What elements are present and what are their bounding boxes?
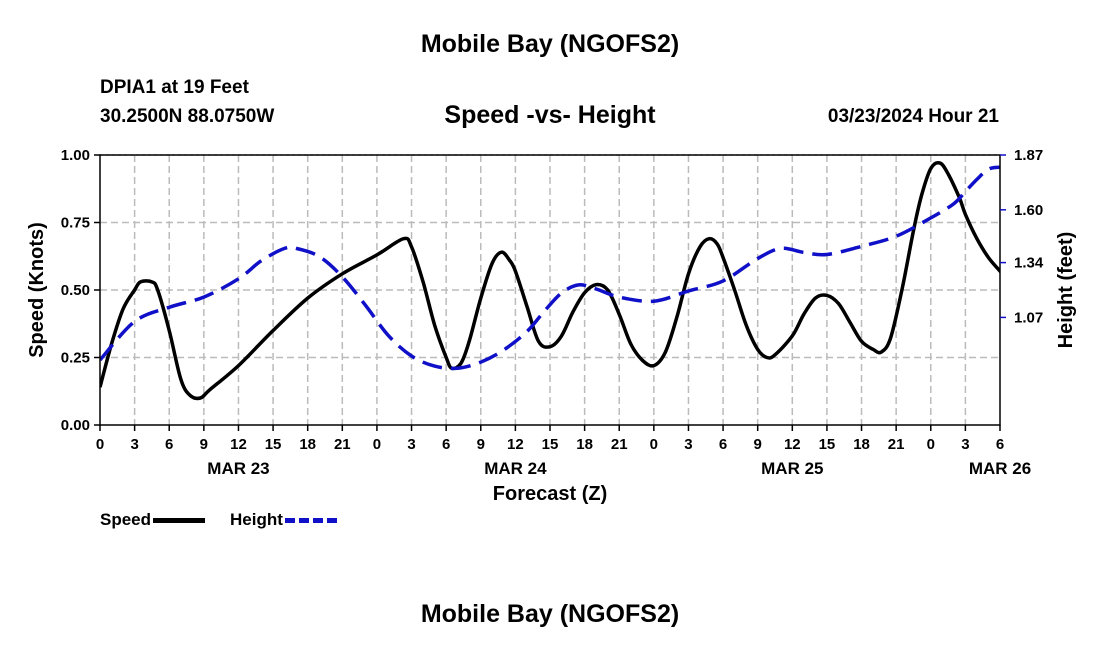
- y-tick-label: 0.75: [61, 215, 90, 232]
- x-tick-label: 21: [888, 436, 905, 453]
- x-tick-label: 12: [507, 436, 524, 453]
- x-tick-label: 9: [200, 436, 208, 453]
- footer-title: Mobile Bay (NGOFS2): [420, 600, 680, 628]
- axes: 0 3 6 9 12 15 18 21 0 3 6 9 12 15 18 21 0 3 6 9 12 15 18 21 0 3 6 M…: [61, 147, 1044, 478]
- date-label: MAR 25: [761, 459, 823, 478]
- x-tick-label: 15: [542, 436, 559, 453]
- date-label: MAR 24: [484, 459, 547, 478]
- date-label: MAR 26: [969, 459, 1031, 478]
- x-tick-label: 3: [684, 436, 692, 453]
- x-tick-label: 0: [373, 436, 381, 453]
- x-tick-label: 12: [784, 436, 801, 453]
- y-tick-label: 0.50: [61, 282, 90, 299]
- chart-subtitle: Speed -vs- Height: [444, 101, 656, 129]
- run-time-label: 03/23/2024 Hour 21: [827, 106, 999, 127]
- y-tick-label: 0.00: [61, 417, 90, 434]
- x-tick-label: 15: [265, 436, 282, 453]
- x-tick-label: 6: [442, 436, 450, 453]
- x-tick-label: 6: [165, 436, 173, 453]
- coordinates-label: 30.2500N 88.0750W: [100, 106, 275, 127]
- series-speed-line: [100, 161, 1000, 401]
- y-tick-label: 1.00: [61, 147, 90, 164]
- x-tick-label: 3: [130, 436, 138, 453]
- x-tick-label: 3: [961, 436, 969, 453]
- chart-title: Mobile Bay (NGOFS2): [420, 30, 680, 58]
- station-label: DPIA1 at 19 Feet: [100, 77, 249, 98]
- x-tick-label: 6: [719, 436, 727, 453]
- x-tick-label: 12: [230, 436, 247, 453]
- y-axis-label: Speed (Knots): [26, 222, 48, 358]
- x-tick-label: 21: [334, 436, 351, 453]
- series-height-line: [100, 165, 1000, 371]
- series-lines: [100, 161, 1000, 401]
- y2-tick-label: 1.34: [1014, 255, 1044, 272]
- x-tick-label: 18: [576, 436, 593, 453]
- y2-tick-label: 1.60: [1014, 202, 1043, 219]
- x-tick-label: 0: [96, 436, 104, 453]
- x-tick-label: 6: [996, 436, 1004, 453]
- y-tick-label: 0.25: [61, 350, 90, 367]
- legend-speed-swatch: [153, 517, 206, 523]
- x-tick-label: 9: [754, 436, 762, 453]
- y2-tick-label: 1.87: [1014, 147, 1043, 164]
- legend-height: Height: [230, 510, 337, 530]
- x-tick-label: 0: [650, 436, 658, 453]
- x-tick-label: 21: [611, 436, 628, 453]
- y2-axis-label: Height (feet): [1055, 232, 1077, 349]
- legend-height-swatch: [284, 517, 337, 523]
- date-label: MAR 23: [207, 459, 269, 478]
- x-tick-label: 18: [853, 436, 870, 453]
- x-tick-label: 15: [819, 436, 836, 453]
- legend-speed-label: Speed: [100, 510, 152, 529]
- y2-tick-label: 1.07: [1014, 309, 1043, 326]
- x-tick-label: 3: [407, 436, 415, 453]
- x-tick-label: 0: [927, 436, 935, 453]
- x-axis-label: Forecast (Z): [493, 483, 607, 505]
- x-tick-label: 18: [299, 436, 316, 453]
- legend-speed: Speed: [100, 510, 206, 530]
- legend-height-label: Height: [230, 510, 283, 529]
- grid-lines: [100, 154, 1000, 425]
- x-tick-label: 9: [477, 436, 485, 453]
